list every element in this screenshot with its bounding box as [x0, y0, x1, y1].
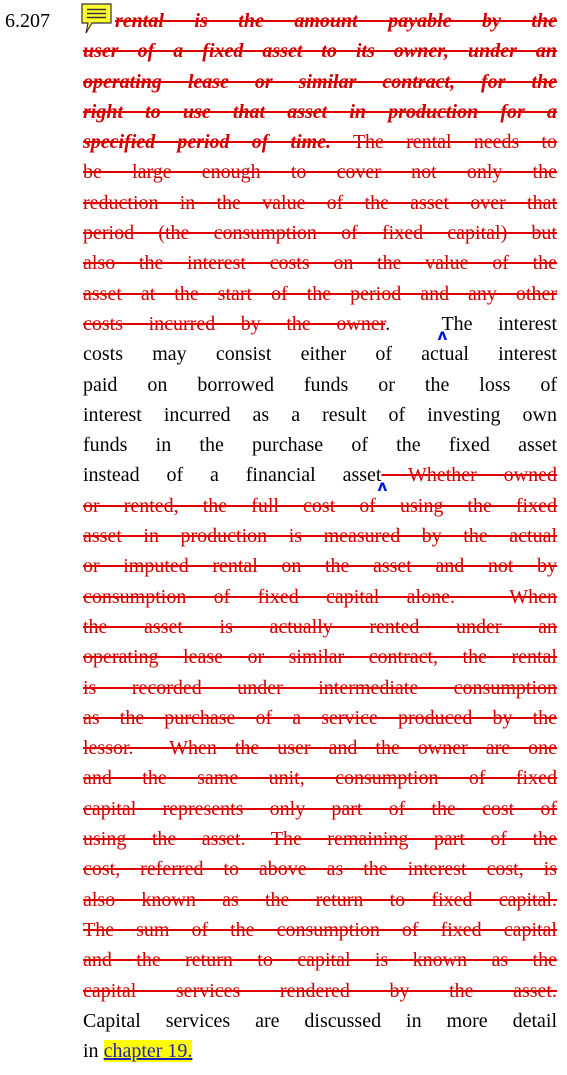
deleted-text: capital represents only part of the cost… — [83, 797, 557, 820]
deleted-text: asset at the start of the period and any… — [83, 282, 557, 305]
comment-icon[interactable] — [80, 2, 114, 36]
text-line: operating lease or similar contract, the… — [83, 642, 557, 672]
paragraph-body: rental is the amount payable by the user … — [83, 6, 557, 1066]
text-line: also the interest costs on the value of … — [83, 248, 557, 278]
deleted-text: or imputed rental on the asset and not b… — [83, 555, 557, 578]
text-line: cost, referred to above as the interest … — [83, 854, 557, 884]
deleted-text: specified period of time. — [83, 131, 332, 154]
text-line: specified period of time. The rental nee… — [83, 127, 557, 157]
text-line: also known as the return to fixed capita… — [83, 885, 557, 915]
text-line: consumption of fixed capital alone. When — [83, 582, 557, 612]
text-line: instead of a financial assetʌ Whether ow… — [83, 464, 557, 496]
deleted-text: lessor. When the user and the owner are … — [83, 737, 557, 760]
text-line: interest incurred as a result of investi… — [83, 400, 557, 430]
text-line: asset at the start of the period and any… — [83, 279, 557, 309]
deleted-text: using the asset. The remaining part of t… — [83, 828, 557, 851]
text-line: and the same unit, consumption of fixed — [83, 763, 557, 793]
deleted-text: costs incurred by the owner — [83, 312, 386, 335]
text: funds in the purchase of the fixed asset — [83, 434, 557, 457]
deleted-text: the asset is actually rented under an — [83, 615, 557, 638]
deleted-text: reduction in the value of the asset over… — [83, 191, 557, 214]
deleted-text: also known as the return to fixed capita… — [83, 888, 557, 911]
deleted-text: asset in production is measured by the a… — [83, 525, 557, 548]
text-line: using the asset. The remaining part of t… — [83, 824, 557, 854]
deleted-text: capital services rendered by the asset. — [83, 979, 557, 1002]
deleted-text: also the interest costs on the value of … — [83, 252, 557, 275]
comment-bubble[interactable] — [81, 3, 112, 34]
deleted-text: The sum of the consumption of fixed capi… — [83, 918, 557, 941]
text-line: is recorded under intermediate consumpti… — [83, 673, 557, 703]
text: paid on borrowed funds or the loss of — [83, 373, 557, 396]
text-line: asset in production is measured by the a… — [83, 521, 557, 551]
text: . — [385, 312, 442, 335]
deleted-text: as the purchase of a service produced by… — [83, 706, 557, 729]
deleted-text: is recorded under intermediate consumpti… — [83, 676, 557, 699]
text: in — [83, 1040, 104, 1063]
text-line: operating lease or similar contract, for… — [83, 67, 557, 97]
text: Capital services are discussed in more d… — [83, 1009, 557, 1032]
deleted-text: cost, referred to above as the interest … — [83, 858, 557, 881]
deleted-text: rental is the amount payable by the — [115, 10, 557, 32]
text-line: costs incurred by the owner. ʌThe intere… — [83, 312, 557, 344]
text-line: paid on borrowed funds or the loss of — [83, 370, 557, 400]
text-line: capital represents only part of the cost… — [83, 794, 557, 824]
text: instead of a financial asset — [83, 464, 382, 487]
deleted-text: operating lease or similar contract, for… — [83, 70, 557, 93]
text-line: as the purchase of a service produced by… — [83, 703, 557, 733]
deleted-text: and the same unit, consumption of fixed — [83, 767, 557, 790]
text-line: costs may consist either of actual inter… — [83, 339, 557, 369]
deleted-text: and the return to capital is known as th… — [83, 949, 557, 972]
text-line: or rented, the full cost of using the fi… — [83, 491, 557, 521]
text-line: period (the consumption of fixed capital… — [83, 218, 557, 248]
text-line: funds in the purchase of the fixed asset — [83, 430, 557, 460]
text: The interest — [441, 312, 557, 335]
deleted-text: operating lease or similar contract, the… — [83, 646, 557, 669]
text-line: right to use that asset in production fo… — [83, 97, 557, 127]
text-line: capital services rendered by the asset. — [83, 976, 557, 1006]
text-line: and the return to capital is known as th… — [83, 945, 557, 975]
deleted-text: user of a fixed asset to its owner, unde… — [83, 40, 557, 63]
text-line: reduction in the value of the asset over… — [83, 188, 557, 218]
deleted-text: consumption of fixed capital alone. When — [83, 585, 557, 608]
deleted-text: period (the consumption of fixed capital… — [83, 222, 557, 245]
text: interest incurred as a result of investi… — [83, 403, 557, 426]
text-line: be large enough to cover not only the — [83, 157, 557, 187]
text-line: or imputed rental on the asset and not b… — [83, 551, 557, 581]
paragraph-number: 6.207 — [5, 10, 50, 32]
deleted-text: The rental needs to — [331, 131, 557, 154]
text: costs may consist either of actual inter… — [83, 343, 557, 366]
deleted-text: or rented, the full cost of using the fi… — [83, 494, 557, 517]
text-line: lessor. When the user and the owner are … — [83, 733, 557, 763]
text-line: in chapter 19. — [83, 1036, 557, 1066]
link[interactable]: chapter 19. — [103, 1040, 193, 1063]
text-line: user of a fixed asset to its owner, unde… — [83, 36, 557, 66]
deleted-text: right to use that asset in production fo… — [83, 100, 557, 123]
text-line: the asset is actually rented under an — [83, 612, 557, 642]
deleted-text: Whether owned — [381, 464, 557, 487]
deleted-text: be large enough to cover not only the — [83, 161, 557, 184]
text-line: The sum of the consumption of fixed capi… — [83, 915, 557, 945]
text-line: Capital services are discussed in more d… — [83, 1006, 557, 1036]
text-line: rental is the amount payable by the — [83, 6, 557, 36]
